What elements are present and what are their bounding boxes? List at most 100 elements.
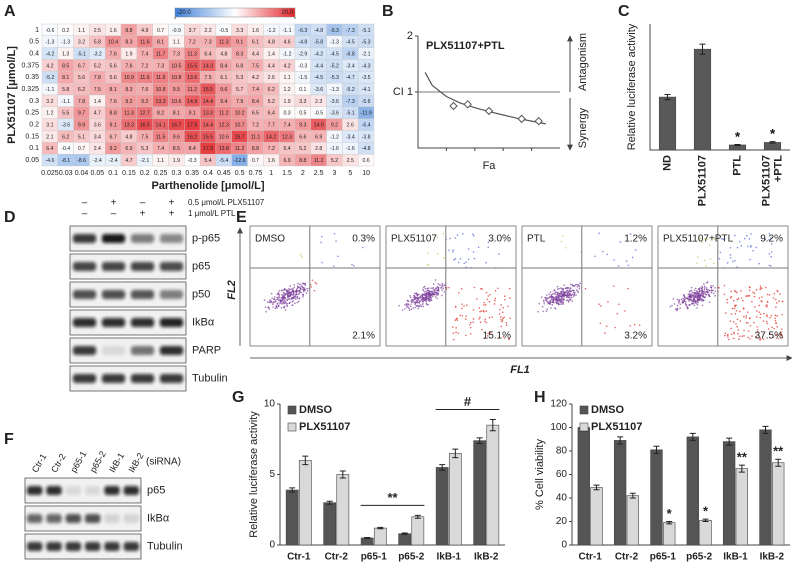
event-dot	[774, 298, 777, 301]
x-tick-label: 0.1	[108, 170, 118, 177]
event-dot	[766, 322, 769, 325]
event-dot	[291, 301, 294, 303]
event-dot	[676, 298, 679, 301]
blot-band	[159, 318, 184, 327]
cell-label: 9.2	[141, 99, 148, 105]
event-dot	[283, 292, 285, 294]
event-dot	[701, 286, 704, 289]
event-dot	[756, 310, 758, 312]
event-dot	[320, 241, 322, 244]
x-tick-label: 1.5	[282, 170, 292, 177]
cell-label: 6.2	[78, 87, 85, 93]
y-tick-label: 10	[264, 399, 276, 410]
event-dot	[483, 301, 485, 304]
cell-label: 5.6	[110, 75, 117, 81]
event-dot	[557, 299, 560, 302]
event-dot	[781, 336, 784, 339]
cell-label: 7.6	[141, 87, 148, 93]
event-dot	[549, 295, 552, 298]
event-dot	[565, 246, 567, 249]
blot-band	[130, 234, 155, 243]
y-tick-label: 2	[407, 30, 413, 42]
event-dot	[479, 310, 481, 313]
cell-label: -4.1	[362, 87, 371, 93]
event-dot	[594, 255, 596, 258]
treatment-sign: +	[140, 209, 146, 220]
cell-label: -4.6	[45, 158, 54, 164]
event-dot	[275, 305, 277, 308]
flow-percent: 3.0%	[488, 234, 511, 245]
cell-label: 5.4	[204, 158, 211, 164]
event-dot	[562, 291, 565, 294]
cell-label: 5.3	[236, 75, 243, 81]
cell-label: 11.3	[219, 40, 229, 46]
event-dot	[562, 295, 565, 297]
event-dot	[272, 306, 274, 308]
event-dot	[711, 289, 713, 292]
cell-label: 4.4	[252, 51, 259, 57]
bar	[486, 424, 500, 546]
event-dot	[566, 287, 568, 289]
event-dot	[688, 296, 691, 299]
event-dot	[294, 293, 296, 296]
event-dot	[780, 333, 782, 336]
event-dot	[425, 294, 428, 297]
event-dot	[697, 301, 699, 304]
cell-label: 9.2	[331, 122, 338, 128]
bar	[398, 533, 412, 546]
event-dot	[273, 298, 276, 300]
event-dot	[727, 333, 729, 336]
panel-label: E	[236, 209, 247, 226]
cell-label: 2.6	[347, 122, 354, 128]
event-dot	[411, 298, 413, 301]
cell-label: 4.8	[125, 134, 132, 140]
cell-label: 1.6	[110, 28, 117, 34]
blot-band	[72, 374, 97, 383]
event-dot	[569, 283, 572, 286]
event-dot	[424, 291, 426, 293]
cell-label: 8.1	[173, 111, 180, 117]
event-dot	[435, 290, 437, 292]
event-dot	[707, 289, 709, 291]
event-dot	[304, 289, 306, 291]
event-dot	[755, 335, 758, 338]
event-dot	[477, 246, 480, 248]
event-dot	[741, 335, 744, 337]
event-dot	[694, 293, 696, 296]
event-dot	[463, 305, 465, 307]
event-dot	[405, 303, 408, 305]
event-dot	[463, 262, 466, 265]
event-dot	[486, 298, 489, 301]
event-dot	[768, 253, 771, 255]
event-dot	[289, 285, 292, 287]
event-dot	[568, 288, 571, 291]
event-dot	[734, 312, 737, 315]
event-dot	[756, 326, 758, 328]
x-tick-label: PLX51107+PTL	[760, 155, 784, 207]
event-dot	[484, 320, 486, 323]
significance-label: *	[770, 126, 776, 141]
error-bar	[489, 419, 496, 432]
event-dot	[290, 293, 293, 296]
event-dot	[562, 293, 565, 296]
cell-label: 14.1	[156, 122, 166, 128]
error-bar	[617, 436, 624, 445]
event-dot	[436, 297, 438, 300]
error-bar	[377, 526, 384, 530]
cell-label: 12.7	[140, 111, 150, 117]
event-dot	[612, 285, 615, 287]
event-dot	[281, 289, 283, 292]
event-dot	[280, 293, 283, 296]
event-dot	[285, 289, 287, 291]
event-dot	[633, 323, 636, 326]
bar	[473, 440, 487, 546]
event-dot	[568, 293, 571, 296]
event-dot	[560, 303, 562, 306]
cell-label: -4.5	[346, 40, 355, 46]
cell-label: 1.2	[283, 87, 290, 93]
event-dot	[700, 241, 703, 243]
event-dot	[407, 303, 409, 305]
cell-label: -1.1	[283, 28, 292, 34]
event-dot	[453, 259, 455, 261]
y-tick-label: 120	[550, 399, 567, 410]
